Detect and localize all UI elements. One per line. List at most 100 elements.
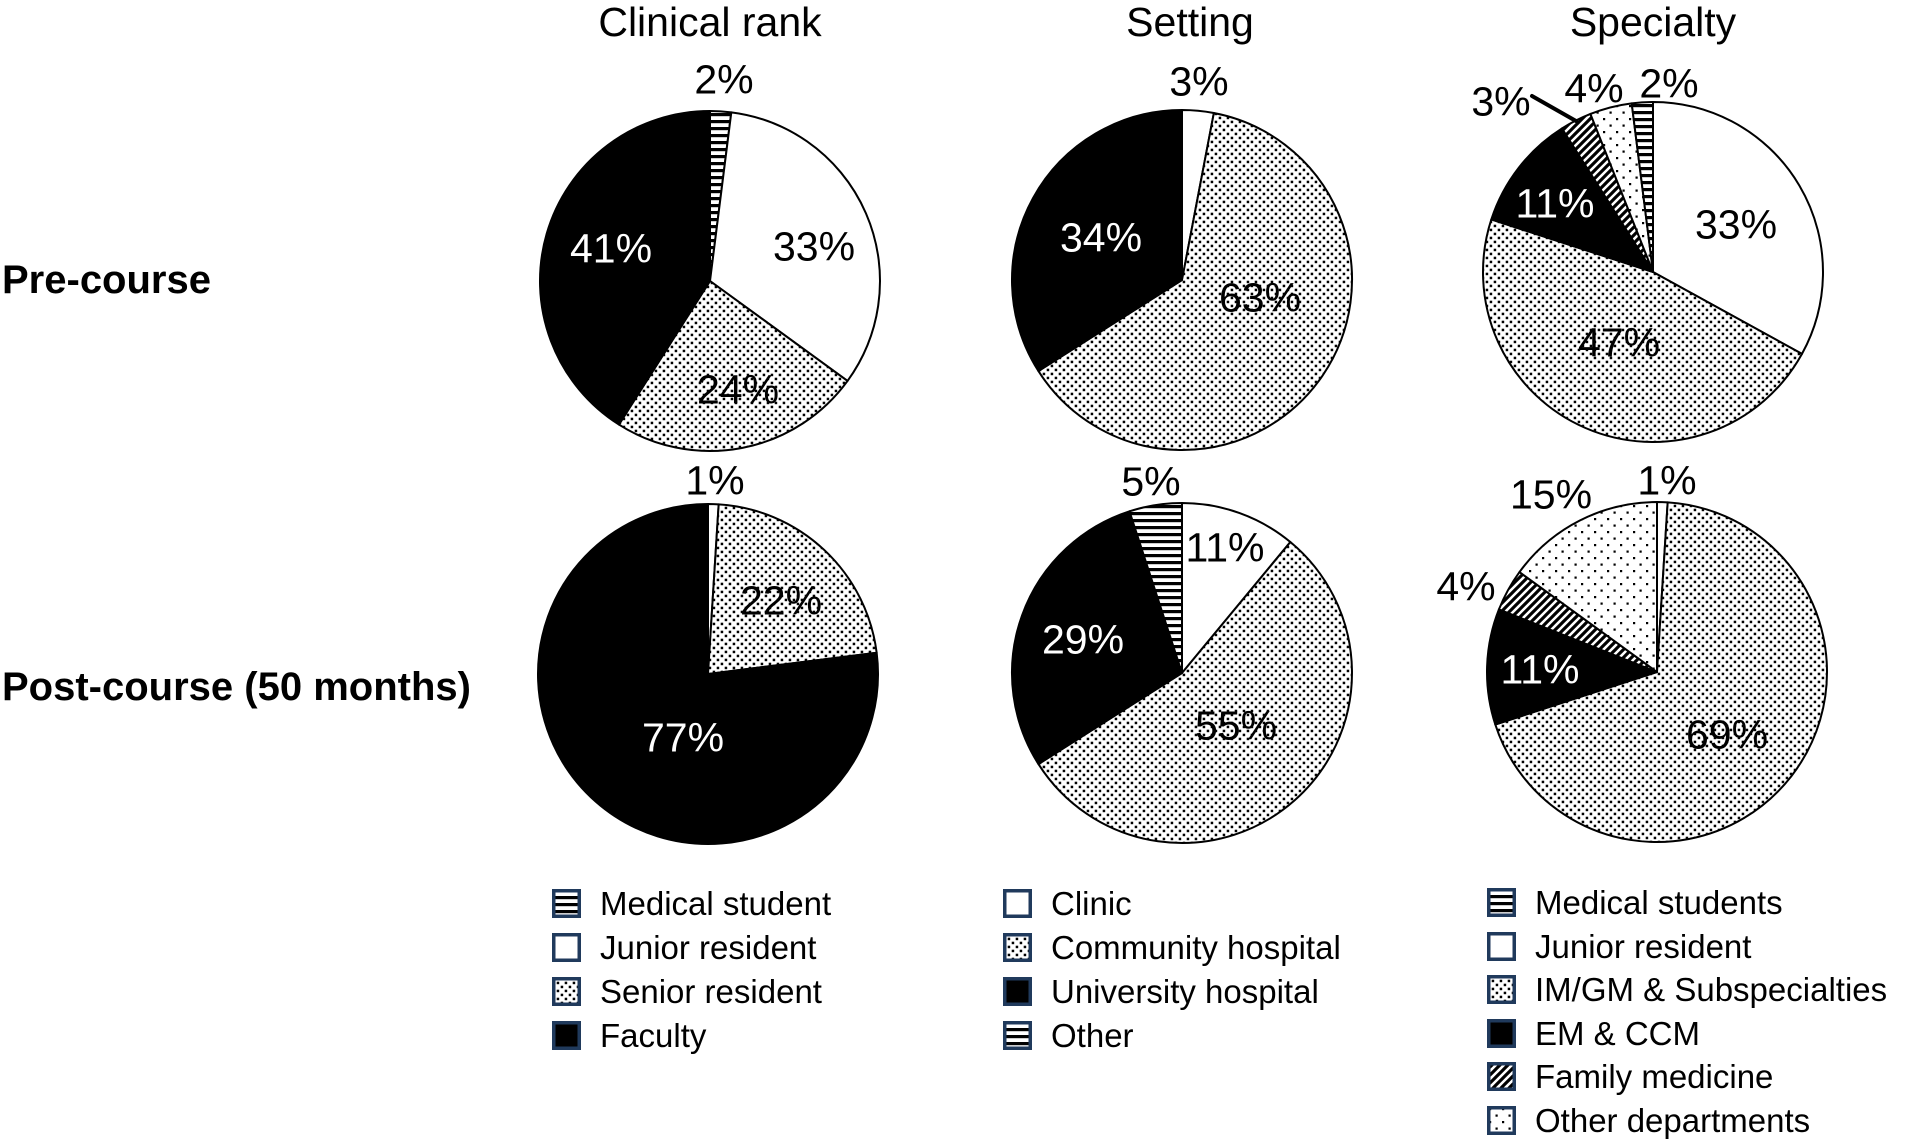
pie-slice-community-hospital — [1037, 112, 1353, 451]
pie-slice-junior-resident — [1652, 101, 1824, 355]
legend-label: Other — [1051, 1016, 1134, 1054]
legend-swatch-diag-icon — [1487, 1062, 1516, 1092]
legend-swatch-hstripe-icon — [1003, 1020, 1032, 1050]
pct-label-im-gm-subspecialties: 69% — [1685, 711, 1769, 758]
legend-item-medical-students: Medical students — [1487, 881, 1887, 925]
legend-item-other: Other — [1003, 1013, 1341, 1057]
pie-slice-faculty — [538, 110, 711, 426]
pie-slice-university-hospital — [1010, 109, 1183, 373]
pct-label-junior-resident: 33% — [772, 223, 856, 270]
legend-swatch-black-icon — [1003, 976, 1032, 1006]
pie-slice-junior-resident — [709, 111, 881, 382]
column-title-clinical-rank: Clinical rank — [598, 0, 822, 45]
pie-slice-other — [1128, 502, 1183, 674]
legend-item-im-gm-subspecialties: IM/GM & Subspecialties — [1487, 968, 1887, 1012]
legend-item-medical-student: Medical student — [552, 881, 831, 925]
column-title-specialty: Specialty — [1569, 0, 1737, 45]
pct-label-medical-students: 2% — [1639, 60, 1699, 107]
legend-swatch-dots-icon — [1003, 932, 1032, 962]
legend-label: Clinic — [1051, 884, 1132, 922]
legend-swatch-black-icon — [1487, 1018, 1516, 1048]
pie-pre-course-specialty — [1482, 101, 1824, 443]
pie-post-course-50-months-setting — [1010, 502, 1353, 844]
legend-label: Medical student — [600, 884, 832, 922]
legend-item-faculty: Faculty — [552, 1013, 831, 1057]
pct-label-faculty: 41% — [569, 225, 653, 272]
pie-slice-faculty — [537, 503, 880, 845]
pct-label-clinic: 3% — [1169, 58, 1229, 105]
pct-label-im-gm-subspecialties: 47% — [1577, 319, 1661, 366]
pie-pre-course-clinical-rank — [538, 110, 881, 452]
legend-item-other-departments: Other departments — [1487, 1099, 1887, 1143]
legend-label: Junior resident — [1535, 927, 1752, 965]
pie-post-course-50-months-specialty — [1486, 501, 1828, 843]
legend-item-community-hospital: Community hospital — [1003, 925, 1341, 969]
legend-item-em-ccm: EM & CCM — [1487, 1012, 1887, 1056]
legend-swatch-black-icon — [552, 1020, 581, 1050]
pie-slice-university-hospital — [1010, 510, 1183, 766]
legend-item-junior-resident: Junior resident — [1487, 925, 1887, 969]
legend-item-senior-resident: Senior resident — [552, 969, 831, 1013]
pct-label-senior-resident: 24% — [696, 366, 780, 413]
pct-label-other-departments: 15% — [1509, 471, 1593, 518]
legend-swatch-white-icon — [1487, 931, 1516, 961]
pie-slice-senior-resident — [617, 280, 849, 452]
legend-item-junior-resident: Junior resident — [552, 925, 831, 969]
legend-label: Faculty — [600, 1016, 707, 1054]
pct-label-em-ccm: 11% — [1515, 180, 1595, 227]
column-title-setting: Setting — [1126, 0, 1254, 45]
pct-label-community-hospital: 63% — [1218, 274, 1302, 321]
legend-clinical-rank: Medical student Junior resident Senior res… — [552, 881, 831, 1057]
row-label-post-course: Post-course (50 months) — [2, 665, 471, 709]
legend-label: Family medicine — [1535, 1058, 1774, 1096]
legend-label: Other departments — [1535, 1101, 1811, 1139]
legend-item-family-medicine: Family medicine — [1487, 1055, 1887, 1099]
pct-label-senior-resident: 22% — [739, 577, 823, 624]
legend-label: University hospital — [1051, 972, 1319, 1010]
legend-swatch-hstripe-icon — [552, 888, 581, 918]
legend-swatch-lightdots-icon — [1487, 1105, 1516, 1135]
pct-label-family-medicine: 3% — [1471, 78, 1531, 125]
legend-label: Community hospital — [1051, 928, 1341, 966]
pct-label-family-medicine: 4% — [1436, 563, 1496, 610]
pct-label-junior-resident: 33% — [1694, 201, 1778, 248]
pie-slice-senior-resident — [707, 503, 878, 675]
pie-slice-medical-students — [1630, 101, 1654, 273]
pct-label-clinic: 11% — [1185, 524, 1265, 571]
pct-label-faculty: 77% — [641, 714, 725, 761]
legend-swatch-dots-icon — [1487, 975, 1516, 1005]
legend-swatch-white-icon — [1003, 888, 1032, 918]
legend-label: Medical students — [1535, 884, 1783, 922]
pie-slice-em-ccm — [1490, 127, 1654, 273]
pie-slice-community-hospital — [1037, 541, 1353, 844]
legend-label: EM & CCM — [1535, 1014, 1700, 1052]
pct-label-university-hospital: 34% — [1059, 214, 1143, 261]
pct-label-junior-resident: 1% — [685, 457, 745, 504]
pct-label-university-hospital: 29% — [1041, 616, 1125, 663]
pct-label-community-hospital: 55% — [1194, 702, 1278, 749]
legend-item-university-hospital: University hospital — [1003, 969, 1341, 1013]
pie-post-course-50-months-clinical-rank — [537, 503, 880, 845]
pie-pre-course-setting — [1010, 109, 1353, 451]
pct-label-em-ccm: 11% — [1500, 646, 1580, 693]
legend-swatch-hstripe-icon — [1487, 888, 1516, 918]
pie-slice-em-ccm — [1486, 608, 1658, 726]
pct-label-other: 5% — [1121, 458, 1181, 505]
legend-setting: Clinic Community hospital University hospi… — [1003, 881, 1341, 1057]
pie-slice-other-departments — [1518, 501, 1658, 673]
pct-label-junior-resident: 1% — [1637, 457, 1697, 504]
legend-label: Senior resident — [600, 972, 822, 1010]
pct-label-other-departments: 4% — [1564, 65, 1624, 112]
legend-label: IM/GM & Subspecialties — [1535, 971, 1888, 1009]
pie-slice-clinic — [1181, 502, 1292, 674]
pct-label-medical-student: 2% — [694, 56, 754, 103]
pie-slice-im-gm-subspecialties — [1482, 218, 1803, 443]
pie-slice-im-gm-subspecialties — [1494, 501, 1828, 843]
legend-label: Junior resident — [600, 928, 817, 966]
legend-swatch-dots-icon — [552, 976, 581, 1006]
legend-swatch-white-icon — [552, 932, 581, 962]
row-label-pre-course: Pre-course — [2, 258, 211, 302]
legend-specialty: Medical students Junior resident IM/GM & S… — [1487, 881, 1887, 1142]
legend-item-clinic: Clinic — [1003, 881, 1341, 925]
